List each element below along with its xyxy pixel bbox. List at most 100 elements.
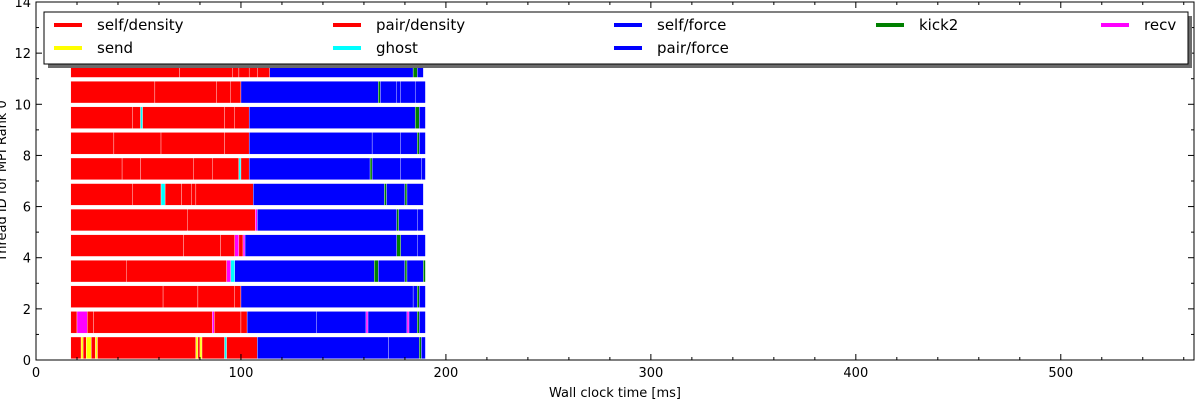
task-segment-thread-7: [121, 157, 141, 180]
task-segment-thread-0: [82, 336, 87, 359]
task-segment-thread-0: [201, 336, 225, 359]
task-segment-thread-8: [160, 132, 225, 155]
task-segment-thread-4: [400, 234, 418, 257]
legend-label-send: send: [97, 39, 133, 57]
task-segment-thread-6: [384, 183, 387, 206]
task-segment-thread-5: [396, 208, 399, 232]
task-segment-thread-6: [181, 183, 192, 206]
task-segment-thread-2: [70, 285, 164, 308]
task-segment-thread-8: [70, 132, 115, 155]
x-axis-label: Wall clock time [ms]: [549, 386, 681, 400]
task-segment-thread-10: [396, 81, 401, 104]
y-tick-label: 14: [14, 0, 31, 11]
task-segment-thread-2: [412, 285, 418, 308]
legend: self/density pair/density self/force kic…: [43, 11, 1192, 68]
legend-label-self-force: self/force: [657, 16, 726, 34]
task-segment-thread-2: [197, 285, 235, 308]
task-segment-thread-4: [220, 234, 235, 257]
task-segment-thread-1: [246, 311, 317, 334]
task-segment-thread-3: [226, 260, 231, 283]
task-segment-thread-7: [70, 157, 123, 180]
legend-label-ghost: ghost: [376, 39, 418, 57]
task-segment-thread-10: [400, 81, 416, 104]
task-segment-thread-3: [126, 260, 227, 283]
task-segment-thread-0: [199, 336, 203, 359]
task-segment-thread-4: [417, 234, 426, 257]
task-segment-thread-6: [132, 183, 162, 206]
x-tick-label: 400: [843, 366, 868, 381]
task-segment-thread-0: [97, 336, 197, 359]
task-segment-thread-6: [191, 183, 197, 206]
task-segment-thread-1: [87, 311, 94, 334]
task-segment-thread-3: [70, 260, 127, 283]
x-axis-ticks: 0 100 200 300 400 500: [32, 2, 1185, 381]
task-segment-thread-6: [386, 183, 406, 206]
task-segment-thread-4: [183, 234, 221, 257]
task-segment-thread-5: [398, 208, 418, 232]
task-segment-thread-0: [197, 336, 201, 359]
task-segment-thread-7: [240, 157, 250, 180]
task-segment-thread-3: [234, 260, 375, 283]
task-segment-thread-6: [164, 183, 182, 206]
y-tick-label: 0: [23, 354, 31, 369]
task-segment-thread-5: [187, 208, 256, 232]
task-segment-thread-10: [380, 81, 397, 104]
task-segment-thread-4: [70, 234, 184, 257]
task-segment-thread-8: [400, 132, 418, 155]
legend-label-kick2: kick2: [919, 16, 958, 34]
task-segment-thread-10: [414, 81, 426, 104]
task-segment-thread-8: [224, 132, 250, 155]
task-segment-thread-0: [91, 336, 96, 359]
task-segment-thread-0: [421, 336, 426, 359]
task-segment-thread-1: [419, 311, 426, 334]
task-segment-thread-1: [417, 311, 420, 334]
legend-label-pair-force: pair/force: [657, 39, 729, 57]
task-segment-thread-4: [244, 234, 397, 257]
task-segment-thread-1: [408, 311, 418, 334]
y-tick-label: 6: [23, 201, 31, 216]
task-segment-thread-6: [160, 183, 166, 206]
task-segment-thread-9: [224, 106, 235, 129]
task-segment-thread-4: [396, 234, 401, 257]
task-segment-thread-9: [414, 106, 420, 129]
task-segment-thread-5: [255, 208, 258, 232]
task-segment-thread-3: [423, 260, 426, 283]
x-tick-label: 500: [1048, 366, 1073, 381]
x-tick-label: 200: [433, 366, 458, 381]
legend-label-recv: recv: [1144, 16, 1176, 34]
y-tick-label: 10: [14, 98, 31, 113]
x-tick-label: 0: [32, 366, 40, 381]
task-segment-thread-3: [378, 260, 406, 283]
task-segment-thread-0: [95, 336, 98, 359]
task-segment-thread-1: [70, 311, 78, 334]
task-segment-thread-0: [257, 336, 389, 359]
task-segment-thread-0: [224, 336, 227, 359]
task-segment-thread-3: [404, 260, 408, 283]
y-tick-label: 2: [23, 303, 31, 318]
task-segment-thread-1: [365, 311, 369, 334]
task-segment-thread-8: [371, 132, 401, 155]
task-segment-thread-1: [316, 311, 367, 334]
task-segment-thread-10: [216, 81, 231, 104]
task-segment-thread-1: [406, 311, 410, 334]
task-segment-thread-8: [417, 132, 420, 155]
task-segment-thread-7: [238, 157, 242, 180]
x-tick-label: 100: [229, 366, 254, 381]
y-tick-label: 8: [23, 149, 31, 164]
y-tick-label: 12: [14, 47, 31, 62]
task-segment-thread-5: [257, 208, 397, 232]
task-segment-thread-7: [369, 157, 373, 180]
task-segment-thread-4: [238, 234, 244, 257]
task-segment-thread-1: [76, 311, 88, 334]
task-segment-thread-7: [421, 157, 426, 180]
task-segment-thread-1: [93, 311, 213, 334]
task-segment-thread-0: [419, 336, 422, 359]
task-segment-thread-1: [212, 311, 215, 334]
task-segment-thread-1: [240, 311, 248, 334]
task-segment-thread-8: [419, 132, 426, 155]
task-segment-thread-2: [417, 285, 420, 308]
task-segment-thread-5: [417, 208, 424, 232]
task-segment-thread-4: [242, 234, 246, 257]
task-segment-thread-5: [70, 208, 188, 232]
task-segment-thread-7: [248, 157, 371, 180]
